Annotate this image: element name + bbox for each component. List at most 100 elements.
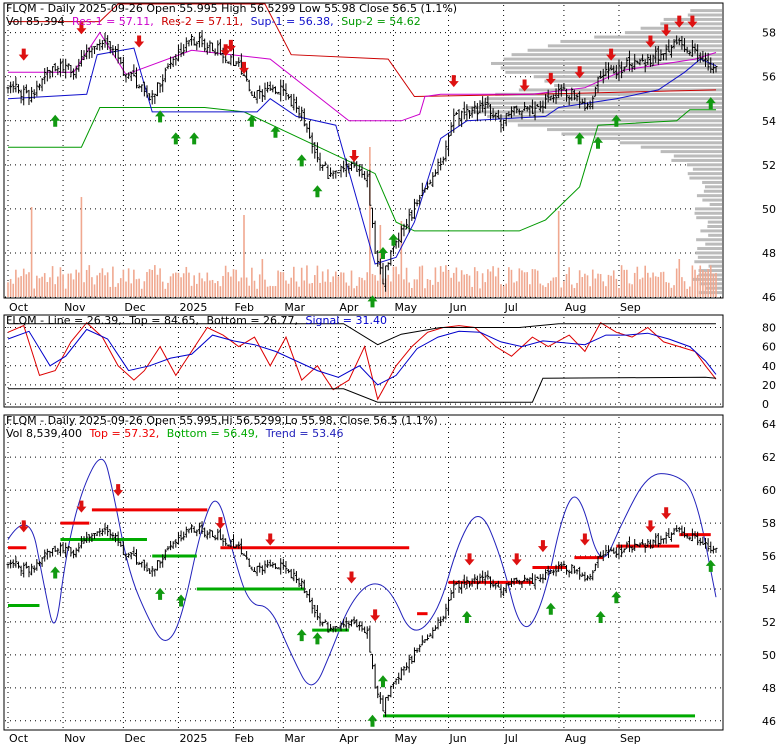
buy-arrow [705, 97, 716, 110]
volume-bar [64, 288, 67, 297]
volume-bar [282, 272, 285, 297]
sell-arrow [18, 48, 29, 61]
price-y-tick: 48 [762, 247, 776, 260]
volume-bar [148, 269, 151, 297]
trend-sell-arrow [370, 609, 381, 622]
volume-bar [492, 266, 494, 297]
volume-bar [578, 270, 581, 297]
volume-bars [7, 147, 717, 297]
volume-bar [316, 265, 319, 297]
volume-profile-bar [697, 255, 722, 259]
volume-bar [712, 273, 715, 297]
volume-bar [560, 287, 563, 297]
volume-profile-bar [495, 92, 722, 96]
volume-bar [602, 281, 605, 297]
volume-bar [536, 270, 539, 297]
volume-bar [348, 285, 350, 297]
volume-bar [526, 272, 528, 297]
volume-bar [591, 269, 594, 297]
volume-bar [563, 281, 565, 297]
trend-x-tick: 2025 [179, 732, 207, 745]
buy-arrow [50, 114, 61, 127]
trend-buy-arrow [595, 610, 606, 623]
volume-bar [203, 281, 206, 297]
volume-bar [542, 285, 544, 297]
volume-bar [681, 277, 683, 297]
trend-y-tick: 48 [762, 682, 776, 695]
volume-bar [468, 275, 471, 297]
volume-bar [33, 288, 36, 297]
trend-x-tick: Oct [9, 732, 29, 745]
trend-line [7, 458, 717, 686]
volume-bar [416, 279, 418, 297]
sell-arrow [519, 79, 530, 92]
osc-series-signal [7, 328, 717, 386]
volume-bar [550, 280, 552, 297]
sell-arrow [545, 72, 556, 85]
osc-bottom-label: Bottom = 26.77, [206, 314, 298, 327]
trend-x-tick: Feb [235, 732, 254, 745]
volume-bar [298, 286, 300, 297]
volume-bar [85, 269, 88, 297]
volume-bar [460, 270, 463, 297]
osc-y-tick: 40 [762, 360, 776, 373]
volume-profile-bar [696, 194, 722, 198]
volume-bar [80, 197, 83, 297]
volume-profile-bar [708, 233, 722, 237]
volume-profile-bar [709, 202, 722, 206]
price-panel: 46 48 50 52 54 56 58 Oct Nov Dec 2025 Feb Mar Apr May… [3, 2, 776, 314]
volume-bar [620, 265, 623, 297]
volume-bar [38, 278, 41, 297]
volume-profile-bar [491, 61, 722, 65]
volume-bar [235, 269, 237, 297]
volume-profile-bar [554, 84, 722, 88]
trend-y-tick: 52 [762, 616, 776, 629]
buy-arrow [611, 114, 622, 127]
trend-sell-arrow [537, 540, 548, 553]
volume-bar [135, 279, 138, 297]
volume-bar [699, 265, 702, 297]
volume-bar [413, 279, 416, 297]
trend-buy-arrow [367, 714, 378, 727]
price-grid [5, 5, 722, 298]
volume-bar [206, 272, 209, 297]
volume-bar [497, 267, 500, 297]
volume-profile-bar [518, 88, 722, 92]
volume-bar [366, 272, 369, 297]
volume-bar [180, 277, 182, 297]
volume-bar [20, 276, 22, 297]
volume-bar [618, 287, 620, 297]
sell-arrow [674, 15, 685, 28]
volume-bar [287, 283, 290, 297]
volume-bar [258, 274, 261, 297]
volume-profile-bar [687, 172, 722, 176]
price-x-tick: Dec [124, 301, 145, 314]
buy-arrow [189, 132, 200, 145]
volume-bar [245, 277, 248, 297]
volume-bar [91, 277, 93, 297]
volume-profile-bar [707, 225, 722, 229]
volume-bar [28, 272, 30, 297]
volume-bar [224, 265, 227, 297]
volume-profile-bar [695, 251, 722, 255]
volume-bar [447, 270, 450, 297]
volume-bar [523, 272, 526, 297]
volume-bar [508, 267, 510, 297]
volume-profile-bar [704, 185, 722, 189]
volume-bar [353, 288, 355, 297]
volume-bar [272, 286, 274, 297]
volume-bar [193, 275, 195, 297]
trend-sell-arrow [645, 520, 656, 533]
svg-text:FLQM - Line = 26.39, Top: FLQM - Line = 26.39, Top = 84.65, Bottom… [6, 314, 387, 327]
osc-signal-label: Signal = 31.40 [306, 314, 388, 327]
volume-bar [146, 271, 148, 297]
volume-bar [300, 267, 303, 297]
price-y-tick: 58 [762, 27, 776, 40]
volume-profile-bar [547, 44, 722, 48]
trend-buy-arrow [461, 610, 472, 623]
volume-bar [426, 279, 429, 297]
buy-arrow [377, 246, 388, 259]
volume-bar [500, 284, 502, 297]
volume-bar [628, 283, 631, 297]
volume-bar [295, 281, 298, 297]
